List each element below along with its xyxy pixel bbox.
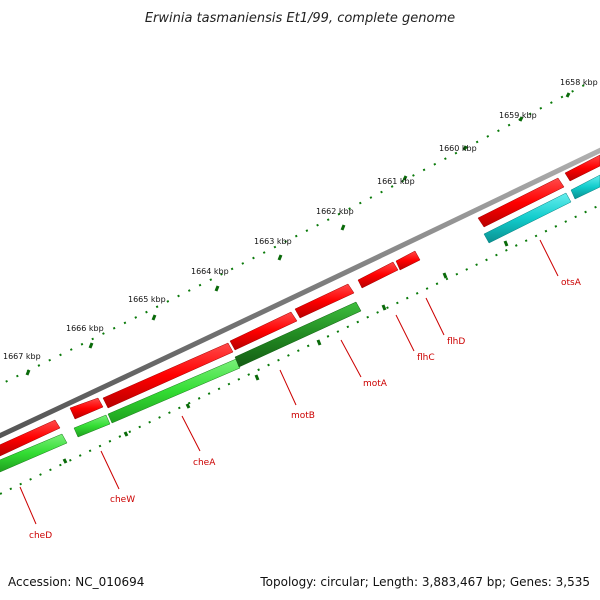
tick-label-1660: 1660 kbp bbox=[439, 144, 477, 153]
leader-chea bbox=[181, 415, 201, 452]
leader-chew bbox=[100, 450, 120, 490]
major-tick bbox=[62, 458, 68, 464]
major-tick bbox=[277, 254, 283, 261]
major-tick bbox=[402, 175, 408, 181]
major-tick bbox=[518, 116, 524, 122]
gene-next-red-block bbox=[564, 154, 600, 182]
inner-tick-ring bbox=[0, 204, 600, 495]
gene-next-cyan-block bbox=[570, 174, 600, 200]
gene-leader-lines bbox=[19, 239, 559, 525]
gene-flhc-block bbox=[357, 261, 399, 289]
gene-otsa-red-block bbox=[477, 177, 565, 228]
gene-label-motb: motB bbox=[291, 411, 315, 421]
major-tick bbox=[565, 92, 571, 98]
gene-label-otsa: otsA bbox=[561, 278, 582, 288]
tick-label-1661: 1661 kbp bbox=[377, 177, 415, 186]
tick-label-1663: 1663 kbp bbox=[254, 237, 292, 246]
gene-ched-block bbox=[0, 419, 61, 457]
inner-major-ticks bbox=[62, 240, 509, 464]
major-tick bbox=[442, 272, 448, 279]
tick-label-1658: 1658 kbp bbox=[560, 78, 598, 87]
gene-label-flhd: flhD bbox=[447, 337, 465, 347]
major-tick bbox=[254, 374, 260, 381]
leader-mota bbox=[340, 339, 362, 378]
gene-label-ched: cheD bbox=[29, 531, 52, 541]
major-tick bbox=[88, 342, 94, 349]
major-tick bbox=[462, 145, 468, 151]
major-tick bbox=[340, 224, 346, 231]
leader-ched bbox=[19, 486, 37, 525]
gene-motb-mota-green-block bbox=[234, 301, 362, 368]
gene-label-chea: cheA bbox=[193, 458, 216, 468]
gene-chew-green-block bbox=[73, 414, 111, 438]
major-tick bbox=[123, 431, 129, 437]
gene-label-flhc: flhC bbox=[417, 353, 435, 363]
gene-chea-block bbox=[102, 342, 234, 409]
major-tick bbox=[503, 240, 509, 247]
tick-label-1667: 1667 kbp bbox=[3, 352, 41, 361]
tick-label-1662: 1662 kbp bbox=[316, 207, 354, 216]
map-title: Erwinia tasmaniensis Et1/99, complete ge… bbox=[145, 11, 455, 26]
reverse-strand-genes bbox=[0, 174, 600, 473]
gene-label-mota: motA bbox=[363, 379, 388, 389]
tick-label-1659: 1659 kbp bbox=[499, 111, 537, 120]
accession-text: Accession: NC_010694 bbox=[8, 575, 144, 589]
tick-label-1665: 1665 kbp bbox=[128, 295, 166, 304]
major-tick bbox=[151, 314, 157, 321]
major-tick bbox=[185, 403, 191, 409]
gene-motb-block bbox=[229, 311, 298, 351]
outer-major-ticks bbox=[25, 92, 571, 376]
major-tick bbox=[316, 339, 322, 346]
leader-motb bbox=[279, 369, 297, 406]
gene-mota-block bbox=[294, 283, 355, 319]
major-tick bbox=[25, 369, 31, 376]
tick-label-1666: 1666 kbp bbox=[66, 324, 104, 333]
gene-label-chew: cheW bbox=[110, 495, 135, 505]
major-tick bbox=[381, 304, 387, 311]
tick-label-1664: 1664 kbp bbox=[191, 267, 229, 276]
gene-chea-green-block bbox=[107, 358, 241, 424]
gene-chew-block bbox=[69, 397, 104, 420]
outer-tick-ring bbox=[0, 81, 591, 386]
gene-otsa-cyan-block bbox=[483, 192, 572, 244]
leader-otsa bbox=[539, 239, 559, 277]
gene-ched-green-block bbox=[0, 433, 68, 473]
genome-backbone bbox=[0, 147, 600, 439]
leader-flhd bbox=[425, 297, 445, 336]
leader-flhc bbox=[395, 314, 415, 352]
major-tick bbox=[214, 285, 220, 292]
gene-flhd-block bbox=[395, 250, 421, 271]
forward-strand-genes bbox=[0, 154, 600, 457]
genome-summary-text: Topology: circular; Length: 3,883,467 bp… bbox=[259, 575, 590, 589]
